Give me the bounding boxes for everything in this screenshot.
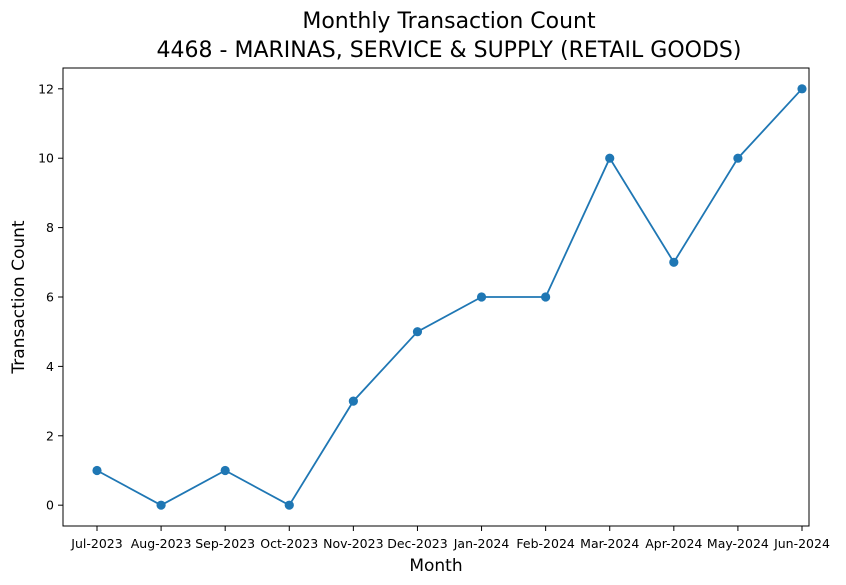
x-tick-label: May-2024 (707, 536, 769, 551)
data-point (476, 292, 487, 302)
x-tick-label: Jul-2023 (70, 536, 122, 551)
y-axis: 0 2 4 6 8 10 12 (38, 81, 63, 513)
x-axis-label: Month (409, 556, 462, 576)
data-point (92, 465, 102, 476)
x-tick-label: Sep-2023 (195, 536, 255, 551)
chart-title-line-1: Monthly Transaction Count (302, 9, 596, 34)
plot-frame (62, 67, 810, 527)
chart-title-line-2: 4468 - MARINAS, SERVICE & SUPPLY (RETAIL… (157, 38, 742, 63)
data-point (733, 153, 743, 163)
y-tick-label: 10 (38, 151, 54, 166)
x-tick-label: Apr-2024 (645, 536, 702, 551)
data-point (220, 465, 230, 476)
x-tick-label: Jan-2024 (453, 536, 510, 551)
data-point (348, 396, 358, 406)
y-tick-label: 0 (46, 498, 54, 513)
x-tick-label: Dec-2023 (387, 536, 448, 551)
series-line (96, 88, 803, 507)
y-axis-label: Transaction Count (9, 220, 29, 374)
y-tick-label: 12 (38, 81, 54, 96)
y-tick-label: 8 (46, 220, 54, 235)
x-axis: Jul-2023 Aug-2023 Sep-2023 Oct-2023 Nov-2023… (70, 526, 830, 551)
x-tick-label: Oct-2023 (260, 536, 318, 551)
y-tick-label: 2 (46, 428, 54, 443)
x-tick-label: Jun-2024 (773, 536, 830, 551)
data-point (541, 292, 551, 302)
x-tick-label: Mar-2024 (580, 536, 639, 551)
data-point (669, 257, 679, 267)
data-point (284, 500, 294, 510)
x-tick-label: Nov-2023 (323, 536, 383, 551)
y-tick-label: 6 (46, 290, 54, 305)
y-tick-label: 4 (46, 359, 54, 374)
data-point (605, 153, 615, 163)
series-layer (92, 84, 807, 510)
x-tick-label: Feb-2024 (516, 536, 575, 551)
x-tick-label: Aug-2023 (131, 536, 192, 551)
data-point (797, 84, 807, 94)
data-point (156, 500, 166, 510)
data-point (412, 327, 423, 337)
